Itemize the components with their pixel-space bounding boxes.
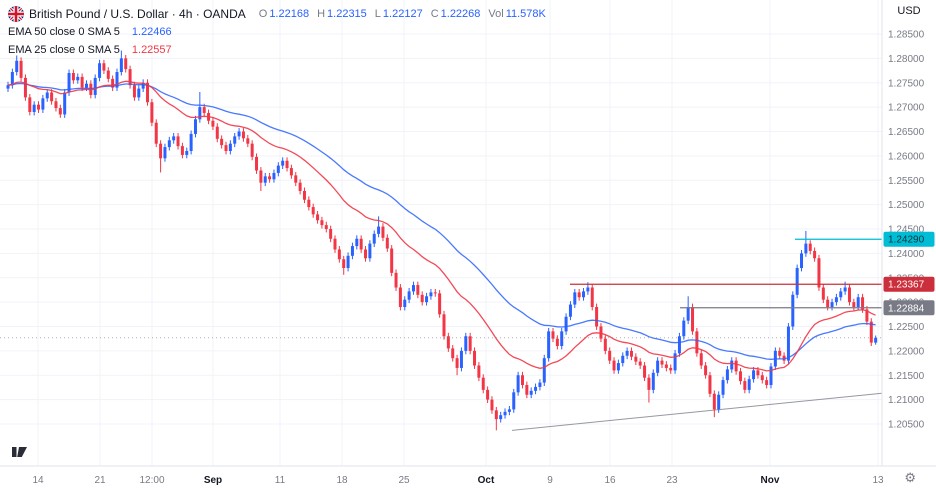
svg-text:14: 14	[32, 475, 44, 486]
svg-text:1.24500: 1.24500	[888, 225, 925, 236]
symbol-row: British Pound / U.S. Dollar · 4h · OANDA…	[8, 5, 546, 22]
settings-gear-icon[interactable]: ⚙	[904, 470, 916, 485]
ohlc-readout: O 1.22168 H 1.22315 L 1.22127 C 1.22268 Vol 1…	[259, 8, 546, 20]
ohlc-high: H 1.22315	[317, 7, 367, 20]
svg-text:1.21000: 1.21000	[888, 395, 925, 406]
svg-text:1.24000: 1.24000	[888, 249, 925, 260]
svg-text:13: 13	[872, 475, 884, 486]
svg-text:1.28500: 1.28500	[888, 30, 925, 41]
time-axis[interactable]: 14 21 12:00 Sep 11 18 25 Oct 9 16 23 Nov 13	[32, 475, 884, 486]
svg-text:1.24290: 1.24290	[888, 235, 925, 246]
svg-text:1.23367: 1.23367	[888, 280, 925, 291]
svg-text:Nov: Nov	[761, 475, 780, 486]
indicator-ema50-value: 1.22466	[131, 25, 172, 38]
svg-text:1.22884: 1.22884	[888, 303, 925, 314]
svg-text:11: 11	[275, 475, 286, 486]
legend: British Pound / U.S. Dollar · 4h · OANDA…	[8, 5, 546, 58]
ohlc-low: L 1.22127	[374, 7, 423, 20]
svg-text:Oct: Oct	[478, 475, 495, 486]
candlestick-series	[6, 50, 878, 431]
price-level-chip[interactable]	[883, 231, 935, 247]
gbp-flag-icon	[8, 5, 24, 22]
grid	[0, 0, 882, 466]
ohlc-open: O 1.22168	[258, 7, 310, 20]
svg-text:1.25500: 1.25500	[888, 176, 925, 187]
price-axis[interactable]: 1.28500 1.28000 1.27500 1.27000 1.26500 1.260…	[883, 30, 935, 431]
indicator-ema50[interactable]: EMA 50 close 0 SMA 5 1.22466	[8, 23, 546, 40]
ohlc-close: C 1.22268	[430, 7, 481, 20]
indicator-ema25-name: EMA 25 close 0 SMA 5	[8, 43, 120, 56]
symbol-title[interactable]: British Pound / U.S. Dollar · 4h · OANDA	[29, 6, 246, 21]
svg-text:1.26000: 1.26000	[888, 151, 925, 162]
trendline[interactable]	[511, 392, 883, 431]
svg-text:Sep: Sep	[204, 475, 222, 486]
svg-text:21: 21	[94, 475, 106, 486]
svg-text:25: 25	[398, 475, 410, 486]
axis-borders	[0, 0, 936, 467]
ohlc-volume: Vol 11.578K	[488, 7, 546, 20]
svg-text:1.25000: 1.25000	[888, 200, 925, 211]
svg-text:1.20500: 1.20500	[888, 420, 925, 431]
price-level-chip[interactable]	[883, 276, 935, 292]
tradingview-logo[interactable]	[10, 444, 36, 465]
indicator-ema25[interactable]: EMA 25 close 0 SMA 5 1.22557	[8, 41, 546, 58]
svg-text:23: 23	[666, 475, 678, 486]
svg-text:1.28000: 1.28000	[888, 54, 925, 65]
svg-text:18: 18	[336, 475, 348, 486]
svg-text:16: 16	[604, 475, 616, 486]
price-axis-currency-label[interactable]: USD	[897, 5, 921, 17]
svg-text:1.26500: 1.26500	[888, 127, 925, 138]
price-levels[interactable]	[570, 238, 882, 309]
svg-text:1.22000: 1.22000	[888, 346, 925, 357]
svg-text:9: 9	[547, 475, 553, 486]
svg-text:1.21500: 1.21500	[888, 371, 925, 382]
ema-50-line	[7, 82, 876, 360]
ema-25-line	[7, 80, 876, 372]
svg-text:12:00: 12:00	[139, 475, 164, 486]
indicator-ema50-name: EMA 50 close 0 SMA 5	[8, 25, 120, 38]
svg-text:1.27500: 1.27500	[888, 78, 925, 89]
svg-text:1.27000: 1.27000	[888, 103, 925, 114]
price-level-chip[interactable]	[883, 300, 935, 316]
indicator-ema25-value: 1.22557	[131, 43, 172, 56]
svg-text:1.22500: 1.22500	[888, 322, 925, 333]
